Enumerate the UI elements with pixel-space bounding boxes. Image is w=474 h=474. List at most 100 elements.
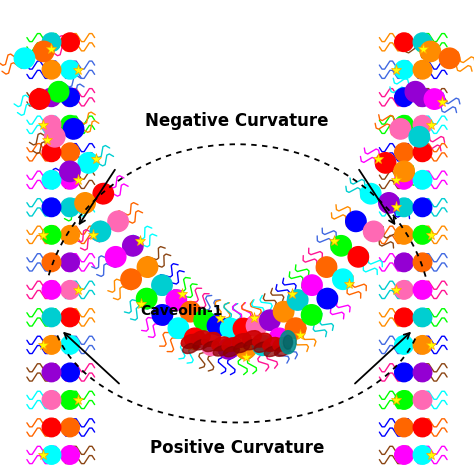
Circle shape	[413, 308, 432, 327]
Text: Positive Curvature: Positive Curvature	[150, 439, 324, 457]
Circle shape	[364, 221, 384, 242]
Circle shape	[137, 288, 157, 309]
Circle shape	[42, 116, 61, 134]
Circle shape	[395, 226, 413, 244]
Circle shape	[233, 318, 254, 339]
Circle shape	[93, 183, 113, 204]
Circle shape	[42, 198, 61, 217]
Circle shape	[42, 308, 61, 327]
Circle shape	[409, 127, 429, 147]
Circle shape	[395, 281, 413, 299]
Circle shape	[61, 198, 79, 217]
Circle shape	[61, 253, 79, 272]
Circle shape	[45, 127, 65, 147]
Circle shape	[413, 61, 432, 79]
Ellipse shape	[232, 334, 251, 347]
Circle shape	[333, 269, 353, 290]
Circle shape	[285, 318, 306, 338]
Circle shape	[42, 363, 61, 382]
Circle shape	[395, 61, 413, 79]
Circle shape	[361, 183, 381, 204]
Circle shape	[220, 318, 241, 339]
Ellipse shape	[193, 339, 209, 350]
Circle shape	[302, 275, 322, 295]
Circle shape	[61, 308, 79, 327]
Circle shape	[287, 290, 308, 310]
Circle shape	[61, 363, 79, 382]
Circle shape	[395, 446, 413, 464]
Text: Negative Curvature: Negative Curvature	[145, 112, 329, 130]
Circle shape	[413, 171, 432, 189]
Circle shape	[413, 418, 432, 437]
Circle shape	[123, 236, 143, 256]
Circle shape	[42, 391, 61, 409]
Circle shape	[42, 253, 61, 272]
Circle shape	[331, 236, 351, 256]
Ellipse shape	[263, 337, 282, 351]
Circle shape	[424, 89, 445, 109]
Circle shape	[413, 446, 432, 464]
Circle shape	[395, 363, 413, 382]
Circle shape	[61, 61, 79, 79]
Ellipse shape	[253, 333, 272, 347]
Circle shape	[90, 221, 110, 242]
Circle shape	[180, 301, 201, 322]
Circle shape	[236, 338, 256, 359]
Circle shape	[379, 193, 399, 213]
Circle shape	[42, 88, 61, 107]
Circle shape	[106, 246, 126, 267]
Circle shape	[395, 143, 413, 162]
Circle shape	[348, 246, 368, 267]
Ellipse shape	[244, 339, 260, 350]
Ellipse shape	[203, 341, 219, 352]
Ellipse shape	[273, 337, 292, 351]
Ellipse shape	[283, 335, 292, 349]
Circle shape	[413, 363, 432, 382]
Ellipse shape	[280, 331, 296, 354]
Circle shape	[252, 335, 273, 356]
Circle shape	[61, 226, 79, 244]
Circle shape	[395, 88, 413, 107]
Circle shape	[61, 116, 79, 134]
Circle shape	[201, 335, 222, 356]
Circle shape	[273, 301, 294, 322]
Circle shape	[108, 211, 128, 231]
Circle shape	[346, 211, 366, 231]
Circle shape	[439, 48, 460, 69]
Circle shape	[413, 336, 432, 354]
Circle shape	[42, 336, 61, 354]
Circle shape	[413, 391, 432, 409]
Ellipse shape	[274, 346, 291, 356]
Circle shape	[395, 308, 413, 327]
Circle shape	[42, 33, 61, 52]
Circle shape	[218, 338, 238, 359]
Ellipse shape	[182, 343, 199, 354]
Circle shape	[152, 305, 173, 325]
Circle shape	[61, 336, 79, 354]
Ellipse shape	[254, 342, 270, 352]
Circle shape	[29, 89, 50, 109]
Circle shape	[61, 143, 79, 162]
Circle shape	[60, 161, 80, 182]
Circle shape	[395, 418, 413, 437]
Ellipse shape	[222, 337, 241, 352]
Circle shape	[395, 391, 413, 409]
Text: Caveolin-1: Caveolin-1	[140, 304, 223, 318]
Circle shape	[246, 316, 267, 336]
Circle shape	[75, 193, 95, 213]
Circle shape	[166, 290, 187, 310]
Circle shape	[301, 305, 322, 325]
Circle shape	[413, 143, 432, 162]
Circle shape	[317, 288, 337, 309]
Circle shape	[48, 82, 69, 102]
Circle shape	[260, 310, 280, 330]
Circle shape	[42, 281, 61, 299]
Circle shape	[152, 275, 172, 295]
Circle shape	[194, 310, 214, 330]
Ellipse shape	[191, 331, 210, 345]
Ellipse shape	[223, 346, 239, 357]
Circle shape	[413, 226, 432, 244]
Circle shape	[64, 118, 84, 139]
Circle shape	[61, 171, 79, 189]
Circle shape	[390, 118, 410, 139]
